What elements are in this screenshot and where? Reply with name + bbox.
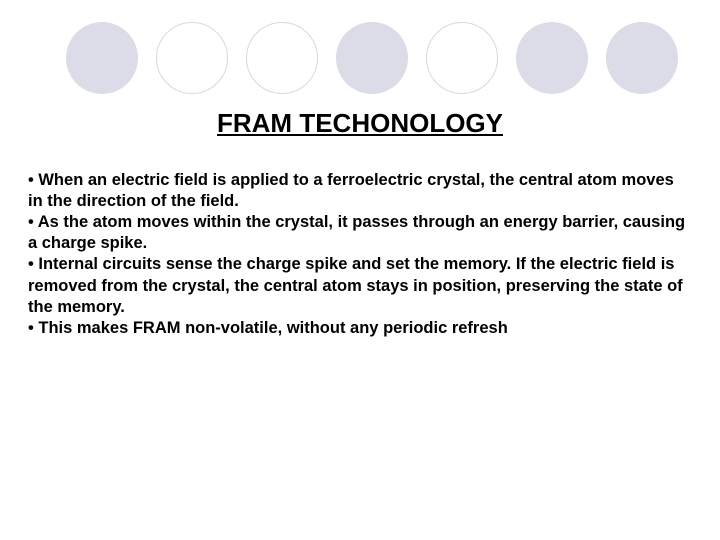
decor-circles: [66, 22, 678, 94]
decor-circle: [516, 22, 588, 94]
decor-circle: [426, 22, 498, 94]
decor-circle: [66, 22, 138, 94]
decor-circle: [246, 22, 318, 94]
bullet-item: • As the atom moves within the crystal, …: [28, 212, 692, 254]
decor-circle: [606, 22, 678, 94]
bullet-item: • When an electric field is applied to a…: [28, 170, 692, 212]
slide-title: FRAM TECHONOLOGY: [0, 108, 720, 139]
decor-circle: [156, 22, 228, 94]
bullet-item: • This makes FRAM non-volatile, without …: [28, 318, 692, 339]
slide-body: • When an electric field is applied to a…: [28, 170, 692, 339]
decor-circle: [336, 22, 408, 94]
bullet-item: • Internal circuits sense the charge spi…: [28, 254, 692, 317]
